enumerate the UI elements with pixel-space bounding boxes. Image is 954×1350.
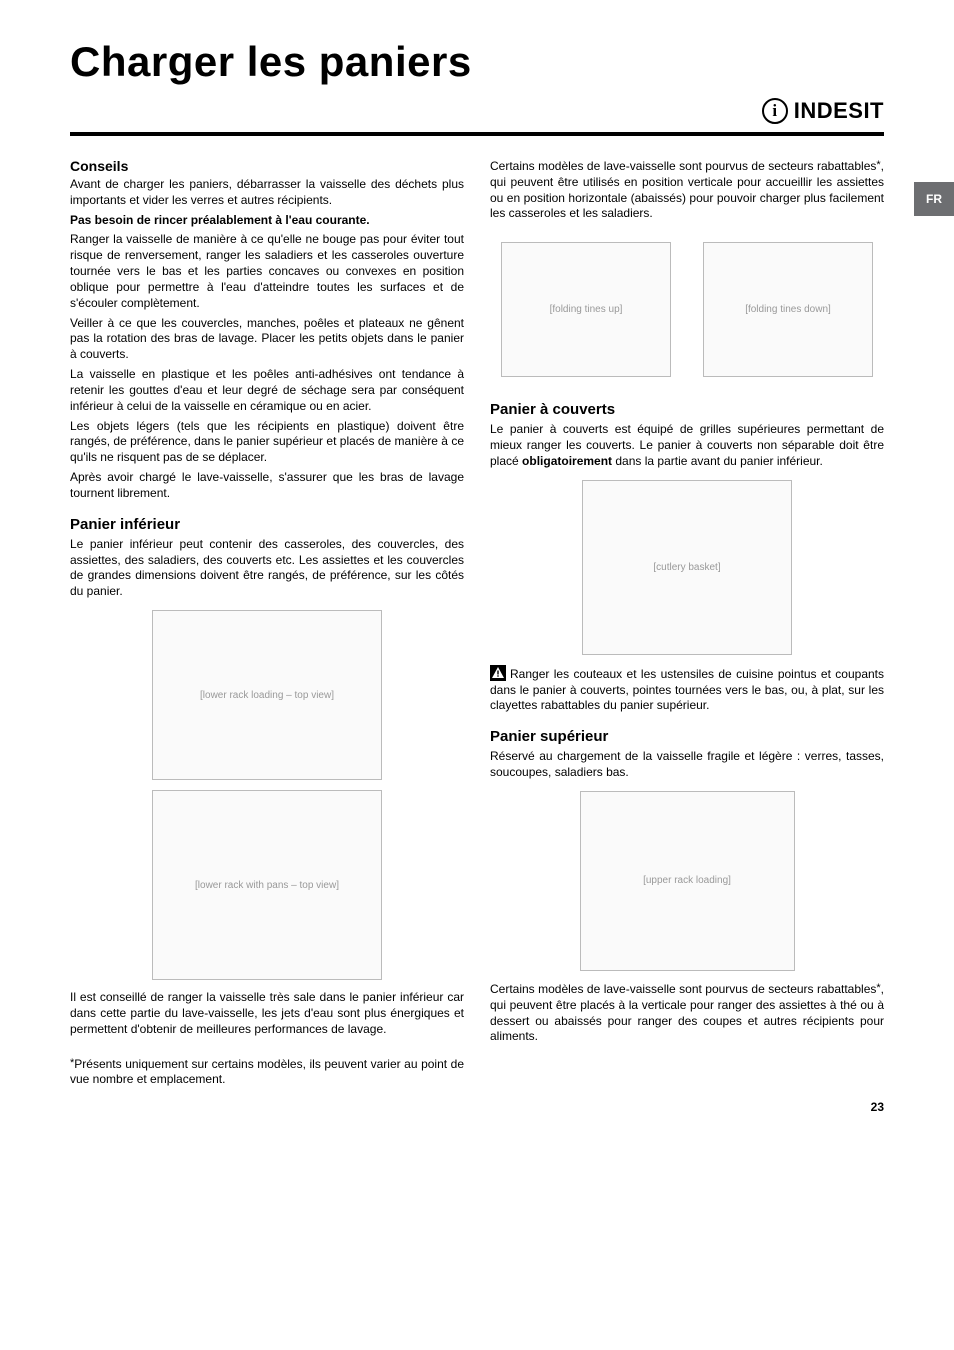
para: Ranger la vaisselle de manière à ce qu'e…	[70, 232, 464, 311]
brand-name: INDESIT	[794, 98, 884, 124]
page-title: Charger les paniers	[70, 38, 884, 86]
para: Il est conseillé de ranger la vaisselle …	[70, 990, 464, 1037]
para: Le panier à couverts est équipé de grill…	[490, 422, 884, 469]
left-column: Conseils Avant de charger les paniers, d…	[70, 158, 464, 1092]
heading-panier-couverts: Panier à couverts	[490, 401, 884, 418]
divider	[70, 132, 884, 136]
para-bold: Pas besoin de rincer préalablement à l'e…	[70, 213, 464, 229]
warning-para: Ranger les couteaux et les ustensiles de…	[490, 665, 884, 714]
heading-conseils: Conseils	[70, 158, 464, 174]
heading-panier-superieur: Panier supérieur	[490, 728, 884, 745]
page-number: 23	[871, 1100, 884, 1114]
para: Le panier inférieur peut contenir des ca…	[70, 537, 464, 600]
brand-logo: i INDESIT	[70, 98, 884, 124]
right-column: Certains modèles de lave-vaisselle sont …	[490, 158, 884, 1092]
para: Après avoir chargé le lave-vaisselle, s'…	[70, 470, 464, 502]
heading-panier-inferieur: Panier inférieur	[70, 516, 464, 533]
para: Avant de charger les paniers, débarrasse…	[70, 177, 464, 209]
para: Certains modèles de lave-vaisselle sont …	[490, 981, 884, 1045]
figure-folding-tines-down: [folding tines down]	[703, 242, 873, 377]
brand-i-icon: i	[762, 98, 788, 124]
figure-lower-rack-1: [lower rack loading – top view]	[152, 610, 382, 780]
footnote: *Présents uniquement sur certains modèle…	[70, 1056, 464, 1089]
para: La vaisselle en plastique et les poêles …	[70, 367, 464, 414]
warning-icon	[490, 665, 506, 681]
figure-lower-rack-2: [lower rack with pans – top view]	[152, 790, 382, 980]
figure-folding-tines-up: [folding tines up]	[501, 242, 671, 377]
para: Veiller à ce que les couvercles, manches…	[70, 316, 464, 363]
figure-cutlery-basket: [cutlery basket]	[582, 480, 792, 655]
language-tab: FR	[914, 182, 954, 216]
para: Réservé au chargement de la vaisselle fr…	[490, 749, 884, 781]
para: Les objets légers (tels que les récipien…	[70, 419, 464, 466]
figure-upper-rack: [upper rack loading]	[580, 791, 795, 971]
para: Certains modèles de lave-vaisselle sont …	[490, 158, 884, 222]
